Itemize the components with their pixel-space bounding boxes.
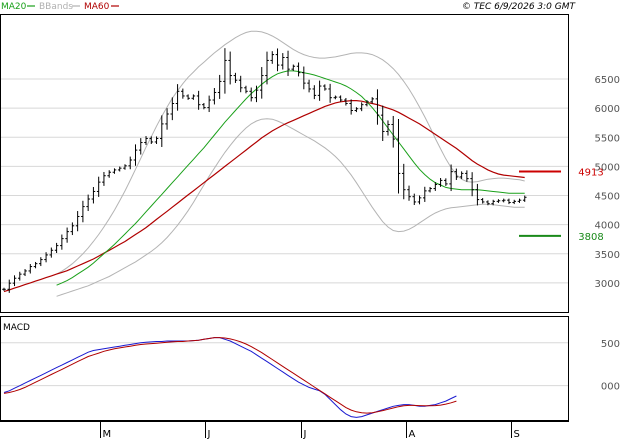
macd-tick-label: 500 [601, 339, 620, 350]
macd-title: MACD [3, 323, 30, 333]
price-tick-label: 6500 [595, 75, 620, 86]
macd-tick-label: 000 [601, 382, 620, 393]
price-tick-label: 4000 [595, 221, 620, 232]
ma60-line [3, 100, 525, 293]
price-tick-label: 5500 [595, 133, 620, 144]
bbands-lower-line [56, 118, 525, 297]
time-tick-label: S [514, 429, 520, 440]
bbands-upper-line [56, 30, 525, 275]
time-tick-label: A [409, 429, 416, 440]
support-level-label: 3808 [578, 232, 603, 243]
price-tick-label: 4500 [595, 192, 620, 203]
signal-line [3, 337, 457, 414]
legend-bbands: BBands [39, 2, 73, 12]
time-tick-label: J [303, 429, 307, 440]
legend-ma20: MA20 [1, 2, 27, 12]
ma20-line [56, 70, 525, 286]
time-tick-label: M [103, 429, 112, 440]
price-panel [0, 14, 569, 313]
copyright-text: © TEC 6/9/2026 3:0 GMT [462, 2, 577, 12]
price-tick-label: 3000 [595, 279, 620, 290]
legend-ma60: MA60 [84, 2, 110, 12]
price-tick-label: 5000 [595, 162, 620, 173]
time-tick-label: J [207, 429, 211, 440]
chart-legend: MA20 BBands MA60 [1, 2, 119, 12]
price-tick-label: 6000 [595, 104, 620, 115]
resistance-level-label: 4913 [578, 167, 603, 178]
macd-panel [0, 316, 569, 421]
macd-line [3, 337, 457, 418]
price-tick-label: 3500 [595, 250, 620, 261]
